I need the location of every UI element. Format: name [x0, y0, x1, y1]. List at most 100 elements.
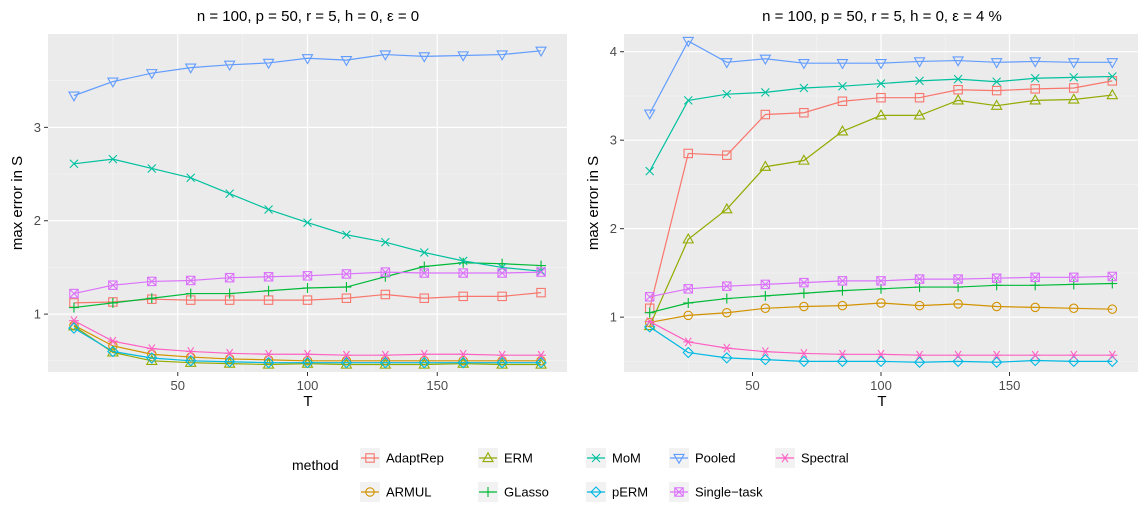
legend-label: pERM [612, 485, 648, 500]
legend: method AdaptRep ARMUL ERM GLasso MoM pERM Pool… [292, 448, 849, 502]
data-point-erm [913, 109, 926, 120]
data-point-erm [797, 154, 810, 165]
data-point-erm [759, 160, 772, 171]
data-point-pooled [990, 58, 1003, 69]
data-point-armul [683, 310, 693, 321]
data-point-perm [721, 352, 733, 364]
data-point-perm [682, 346, 695, 359]
data-point-adaptrep [722, 150, 732, 160]
series-line-adaptrep [649, 80, 1113, 309]
x-tick-label: 100 [870, 378, 892, 393]
y-tick-label: 1 [610, 310, 617, 325]
panel-right-xlabel: T [877, 393, 886, 410]
data-point-mom [419, 248, 429, 257]
x-tick-label: 150 [999, 378, 1021, 393]
data-point-adaptrep [263, 295, 274, 305]
data-point-glasso [837, 285, 848, 296]
series-armul [644, 298, 1118, 328]
legend-item-armul: ARMUL [360, 482, 432, 502]
data-point-glasso [798, 288, 809, 299]
x-tick-label: 100 [297, 378, 319, 393]
series-single-task [69, 267, 546, 299]
data-point-armul [914, 300, 925, 311]
data-point-mom [1069, 72, 1079, 82]
data-point-perm [952, 355, 964, 368]
panel-left-xlabel: T [303, 393, 312, 410]
data-point-perm [1106, 355, 1119, 368]
data-point-single-task [799, 277, 809, 288]
data-point-pooled [682, 36, 695, 48]
data-point-mom [915, 76, 924, 86]
data-point-mom [380, 237, 390, 247]
data-point-pooled [797, 59, 810, 70]
legend-label: GLasso [504, 485, 549, 500]
legend-item-mom: MoM [586, 448, 641, 468]
panel-left: n = 100, p = 50, r = 5, h = 0, ε = 0 1 2 3… [9, 8, 567, 410]
data-point-pooled [1029, 57, 1042, 68]
data-point-pooled [262, 58, 275, 70]
data-point-erm [720, 202, 733, 214]
data-point-perm [836, 355, 849, 368]
data-point-glasso [263, 285, 274, 296]
panel-right-title: n = 100, p = 50, r = 5, h = 0, ε = 4 % [762, 8, 1002, 25]
data-point-spectral [991, 350, 1002, 360]
legend-label: Spectral [801, 451, 849, 466]
data-point-single-task [644, 292, 655, 302]
data-point-armul [953, 299, 963, 309]
data-point-glasso [302, 282, 313, 293]
data-point-spectral [536, 350, 547, 360]
data-point-glasso [68, 302, 79, 313]
data-point-pooled [759, 54, 772, 66]
data-point-pooled [301, 54, 314, 65]
data-point-pooled [496, 50, 509, 61]
data-point-pooled [340, 55, 353, 67]
panel-left-grid [48, 34, 567, 372]
data-point-mom [342, 230, 351, 240]
y-tick-label: 2 [610, 221, 617, 236]
data-point-perm [418, 356, 431, 369]
data-point-spectral [341, 350, 352, 360]
y-tick-label: 1 [34, 307, 41, 322]
data-point-single-task [722, 281, 732, 291]
data-point-single-task [108, 280, 118, 290]
data-point-single-task [1107, 271, 1118, 282]
data-point-glasso [760, 290, 771, 301]
legend-key-marker [591, 453, 601, 463]
data-point-glasso [224, 288, 235, 299]
data-point-mom [1030, 73, 1040, 83]
x-tick-label: 50 [745, 378, 759, 393]
data-point-spectral [953, 350, 964, 360]
legend-key-marker [365, 453, 375, 463]
legend-label: MoM [612, 451, 641, 466]
data-point-adaptrep [953, 84, 963, 95]
data-point-pooled [1106, 58, 1119, 69]
data-point-spectral [644, 317, 655, 327]
data-point-mom [838, 81, 847, 91]
data-point-perm [340, 356, 353, 369]
data-point-spectral [760, 347, 771, 357]
data-point-perm [875, 355, 887, 368]
data-point-spectral [224, 348, 235, 358]
data-point-adaptrep [380, 289, 391, 300]
data-point-glasso [107, 297, 118, 308]
data-point-single-task [536, 267, 546, 277]
data-point-adaptrep [683, 148, 693, 159]
series-spectral [644, 317, 1118, 360]
data-point-perm [184, 355, 197, 367]
data-point-mom [108, 154, 118, 164]
panel-right-series [643, 36, 1119, 369]
data-point-armul [991, 301, 1002, 312]
legend-key-marker [482, 451, 494, 463]
data-point-pooled [1067, 58, 1080, 69]
data-point-single-task [224, 272, 235, 283]
series-perm [643, 321, 1119, 369]
data-point-mom [458, 256, 468, 266]
data-point-perm [301, 356, 314, 369]
series-erm [643, 88, 1119, 331]
y-tick-label: 4 [610, 44, 617, 59]
data-point-pooled [913, 57, 926, 68]
data-point-mom [69, 159, 79, 169]
data-point-single-task [69, 288, 79, 299]
data-point-mom [992, 77, 1002, 87]
